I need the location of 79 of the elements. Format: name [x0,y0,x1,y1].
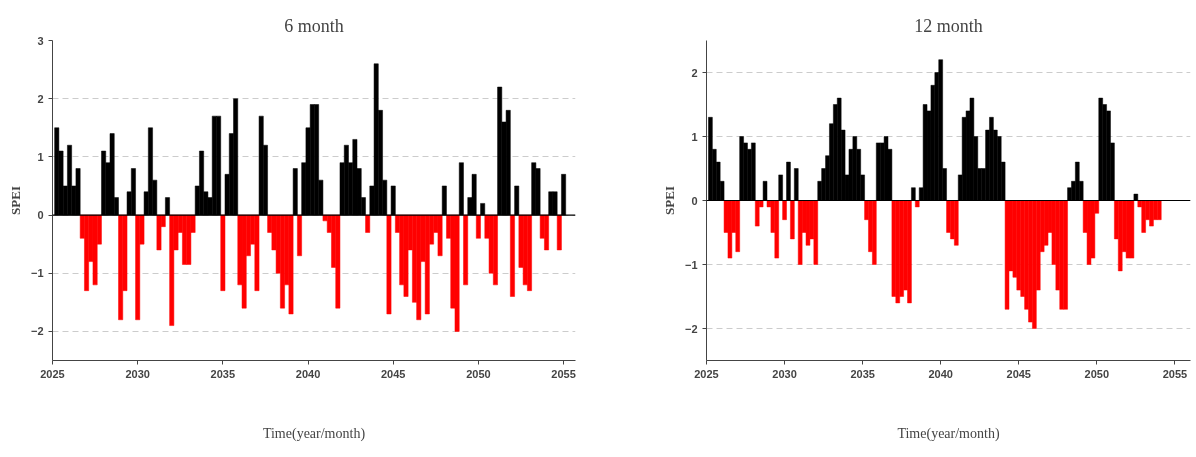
bar [895,200,900,304]
bar [1129,200,1135,259]
bar [169,214,175,326]
x-tick-label: 2025 [40,367,65,380]
x-tick-label: 2055 [551,367,576,380]
x-tick-label: 2055 [1162,367,1188,380]
x-tick-label: 2045 [1006,367,1032,380]
x-tick-label: 2030 [772,367,797,380]
bar [954,200,959,246]
bar [782,200,787,220]
y-tick-label: −2 [684,322,698,335]
bar [403,214,409,297]
bar [556,214,562,251]
bar [1063,200,1068,310]
y-tick-label: 3 [37,34,44,47]
bar [476,214,481,239]
bar [805,200,811,246]
bar [510,214,515,297]
y-tick-label: 0 [37,209,44,222]
y-tick-label: 2 [37,92,44,105]
x-axis-title: Time(year/month) [897,425,1000,442]
chart-title: 6 month [284,15,344,36]
bar [907,200,912,304]
bar [1141,200,1146,233]
bar [755,200,760,227]
bar [416,214,422,321]
bar [1004,200,1010,310]
bar [92,214,98,286]
bar [220,214,226,291]
bar [1118,200,1123,272]
y-tick-label: −1 [684,258,698,271]
bar [1086,200,1092,265]
bar [156,214,162,251]
bar [774,200,779,259]
y-tick-label: −1 [30,267,44,280]
bar [254,214,260,291]
bar [386,214,392,315]
x-tick-label: 2040 [928,367,953,380]
bar [84,214,89,291]
bar [463,214,468,286]
y-axis-title: SPEI [7,186,23,215]
y-tick-label: 1 [691,130,698,143]
bar [790,200,795,240]
bar [727,200,733,259]
bar [797,200,803,265]
x-tick-label: 2040 [295,367,321,380]
y-axis-title: SPEI [661,186,677,215]
bar [135,214,141,321]
bar [1059,200,1064,310]
y-tick-label: 0 [691,194,698,207]
bar [186,214,192,265]
bar [1149,200,1154,227]
bar [872,200,877,265]
x-tick-label: 2045 [380,367,406,380]
bar [735,200,740,252]
bar [454,214,460,332]
y-tick-label: 1 [37,150,44,163]
bar [335,214,341,309]
x-tick-label: 2030 [125,367,150,380]
x-tick-label: 2035 [850,367,875,380]
bar [1125,200,1131,259]
bar [1032,200,1037,329]
y-tick-label: 2 [691,66,698,79]
bar [544,214,549,251]
x-axis-title: Time(year/month) [262,425,366,442]
x-tick-label: 2035 [210,367,236,380]
x-tick-label: 2050 [466,367,491,380]
x-tick-label: 2025 [694,367,719,380]
bar [365,214,371,233]
bar [297,214,302,257]
bar [437,214,443,257]
bar [288,214,294,315]
y-tick-label: −2 [30,325,44,338]
bar [424,214,430,315]
chart-title: 12 month [914,15,983,36]
bar [813,200,818,265]
bar [241,214,247,309]
bar [1157,200,1162,220]
x-tick-label: 2050 [1084,367,1110,380]
